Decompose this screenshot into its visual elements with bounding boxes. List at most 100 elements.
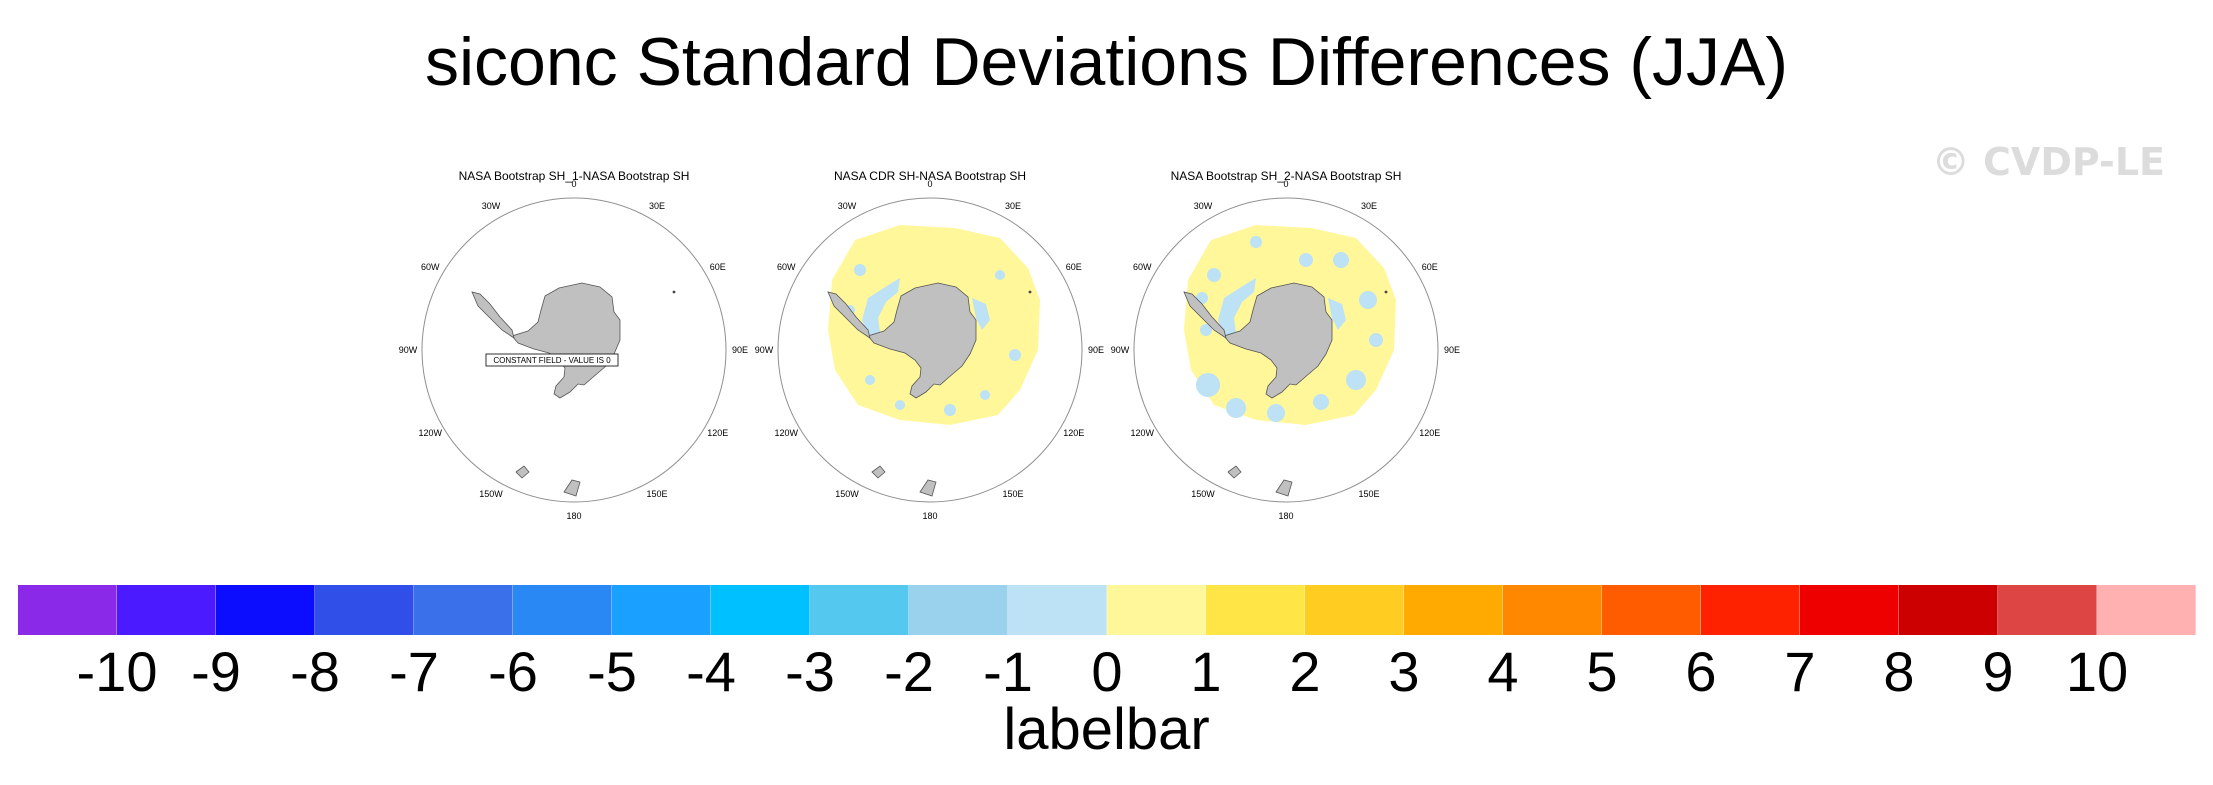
longitude-label: 120W [418, 428, 442, 438]
longitude-label: 150E [646, 489, 667, 499]
labelbar-swatch [513, 585, 612, 635]
constant-field-annotation: CONSTANT FIELD - VALUE IS 0 [493, 356, 611, 365]
south-america-tip-land [778, 241, 795, 265]
labelbar-swatch [315, 585, 414, 635]
sea-ice-difference-negative [862, 278, 900, 336]
sea-ice-difference-negative [972, 298, 990, 330]
longitude-label: 150E [1002, 489, 1023, 499]
longitude-label: 30E [1361, 201, 1377, 211]
longitude-label: 90W [755, 345, 774, 355]
longitude-label: 60E [1066, 262, 1082, 272]
main-title: siconc Standard Deviations Differences (… [424, 24, 1789, 100]
longitude-label: 180 [566, 511, 581, 521]
labelbar-tick-labels: -10 -9 -8 -7 -6 -5 -4 -3 -2 -1 0 1 2 3 4 5 6 7 8 9 10 [0, 642, 2213, 702]
antarctica-land [511, 282, 621, 399]
longitude-label: 60W [1133, 262, 1152, 272]
longitude-label: 180 [1278, 511, 1293, 521]
labelbar-swatch [1008, 585, 1107, 635]
longitude-label: 180 [922, 511, 937, 521]
labelbar-swatch [1602, 585, 1701, 635]
panel-title: NASA Bootstrap SH_2-NASA Bootstrap SH [1170, 169, 1402, 183]
labelbar-tick-label: 10 [2065, 640, 2129, 703]
longitude-label: 120E [707, 428, 728, 438]
labelbar-tick-label: 2 [1289, 640, 1321, 703]
labelbar-tick-label: -10 [76, 640, 158, 703]
sea-ice-difference-negative [1226, 398, 1246, 418]
tasmania-land [1227, 465, 1242, 479]
labelbar-tick-label: 1 [1190, 640, 1222, 703]
polar-map: 0 30E 60E 90E 120E 150E 180 150W 120W 90W 60W 30W [1111, 179, 1460, 521]
sea-ice-difference-negative [854, 264, 866, 276]
sea-ice-difference-negative [1207, 268, 1221, 282]
longitude-label: 0 [571, 179, 576, 189]
labelbar-tick-label: -4 [686, 640, 736, 703]
island-mark [1028, 290, 1032, 294]
sea-ice-difference-negative [1328, 298, 1346, 330]
labelbar-swatch [18, 585, 117, 635]
labelbar-swatch [1107, 585, 1206, 635]
labelbar-swatch [1206, 585, 1305, 635]
south-america-tip-land [1134, 241, 1151, 265]
sea-ice-difference-negative [895, 400, 905, 410]
labelbar-tick-label: -5 [587, 640, 637, 703]
labelbar-swatch [117, 585, 216, 635]
new-zealand-land [1275, 479, 1293, 497]
sea-ice-difference-negative [980, 390, 990, 400]
longitude-label: 30W [482, 201, 501, 211]
antarctica-land [1223, 282, 1333, 399]
labelbar-tick-label: -3 [785, 640, 835, 703]
labelbar-tick-label: -1 [983, 640, 1033, 703]
map-boundary-circle [421, 197, 727, 503]
sea-ice-difference-negative [1218, 278, 1256, 336]
labelbar-swatch [909, 585, 1008, 635]
antarctic-peninsula-land [827, 291, 871, 339]
labelbar-swatch [2097, 585, 2196, 635]
labelbar-caption: labelbar [1003, 697, 1210, 762]
longitude-label: 150E [1358, 489, 1379, 499]
labelbar-tick-label: 6 [1685, 640, 1717, 703]
labelbar-tick-label: 3 [1388, 640, 1420, 703]
sea-ice-difference-negative [1359, 291, 1377, 309]
map-panel-2: NASA CDR SH-NASA Bootstrap SH 0 30E 60E 90E… [750, 160, 1110, 530]
map-panel-3: NASA Bootstrap SH_2-NASA Bootstrap SH 0 3… [1106, 160, 1466, 530]
antarctic-peninsula-land [471, 291, 515, 339]
longitude-label: 0 [1283, 179, 1288, 189]
tasmania-land [871, 465, 886, 479]
labelbar-tick-label: 0 [1091, 640, 1123, 703]
labelbar-tick-label: 7 [1784, 640, 1816, 703]
new-zealand-land [919, 479, 937, 497]
longitude-label: 150W [835, 489, 859, 499]
new-zealand-land [563, 479, 581, 497]
map-panel-1: NASA Bootstrap SH_1-NASA Bootstrap SH 0 3… [394, 160, 754, 530]
tasmania-land [515, 465, 530, 479]
longitude-label: 60W [421, 262, 440, 272]
labelbar-swatch [1800, 585, 1899, 635]
labelbar-tick-label: -8 [290, 640, 340, 703]
labelbar-tick-label: -9 [191, 640, 241, 703]
longitude-label: 150W [1191, 489, 1215, 499]
labelbar-tick-label: 8 [1883, 640, 1915, 703]
labelbar-swatch [1503, 585, 1602, 635]
island-mark [1384, 290, 1388, 294]
longitude-label: 90W [399, 345, 418, 355]
sea-ice-difference-negative [865, 375, 875, 385]
longitude-label: 30E [1005, 201, 1021, 211]
labelbar-tick-label: 5 [1586, 640, 1618, 703]
sea-ice-difference-negative [1333, 252, 1349, 268]
sea-ice-difference-negative [1369, 333, 1383, 347]
south-america-tip-land [422, 241, 439, 265]
sea-ice-difference-negative [1009, 349, 1021, 361]
labelbar-tick-label: -7 [389, 640, 439, 703]
labelbar-swatch [1305, 585, 1404, 635]
polar-map: 0 30E 60E 90E 120E 150E 180 150W 120W 90W 60W 30W CO… [399, 179, 748, 521]
longitude-label: 90E [1088, 345, 1104, 355]
antarctica-land [867, 282, 977, 399]
longitude-label: 120W [774, 428, 798, 438]
labelbar-swatch [1701, 585, 1800, 635]
labelbar-tick-label: 9 [1982, 640, 2014, 703]
longitude-label: 90W [1111, 345, 1130, 355]
sea-ice-difference-negative [995, 270, 1005, 280]
longitude-label: 30W [838, 201, 857, 211]
sea-ice-difference-negative [944, 404, 956, 416]
sea-ice-difference-negative [1267, 404, 1285, 422]
